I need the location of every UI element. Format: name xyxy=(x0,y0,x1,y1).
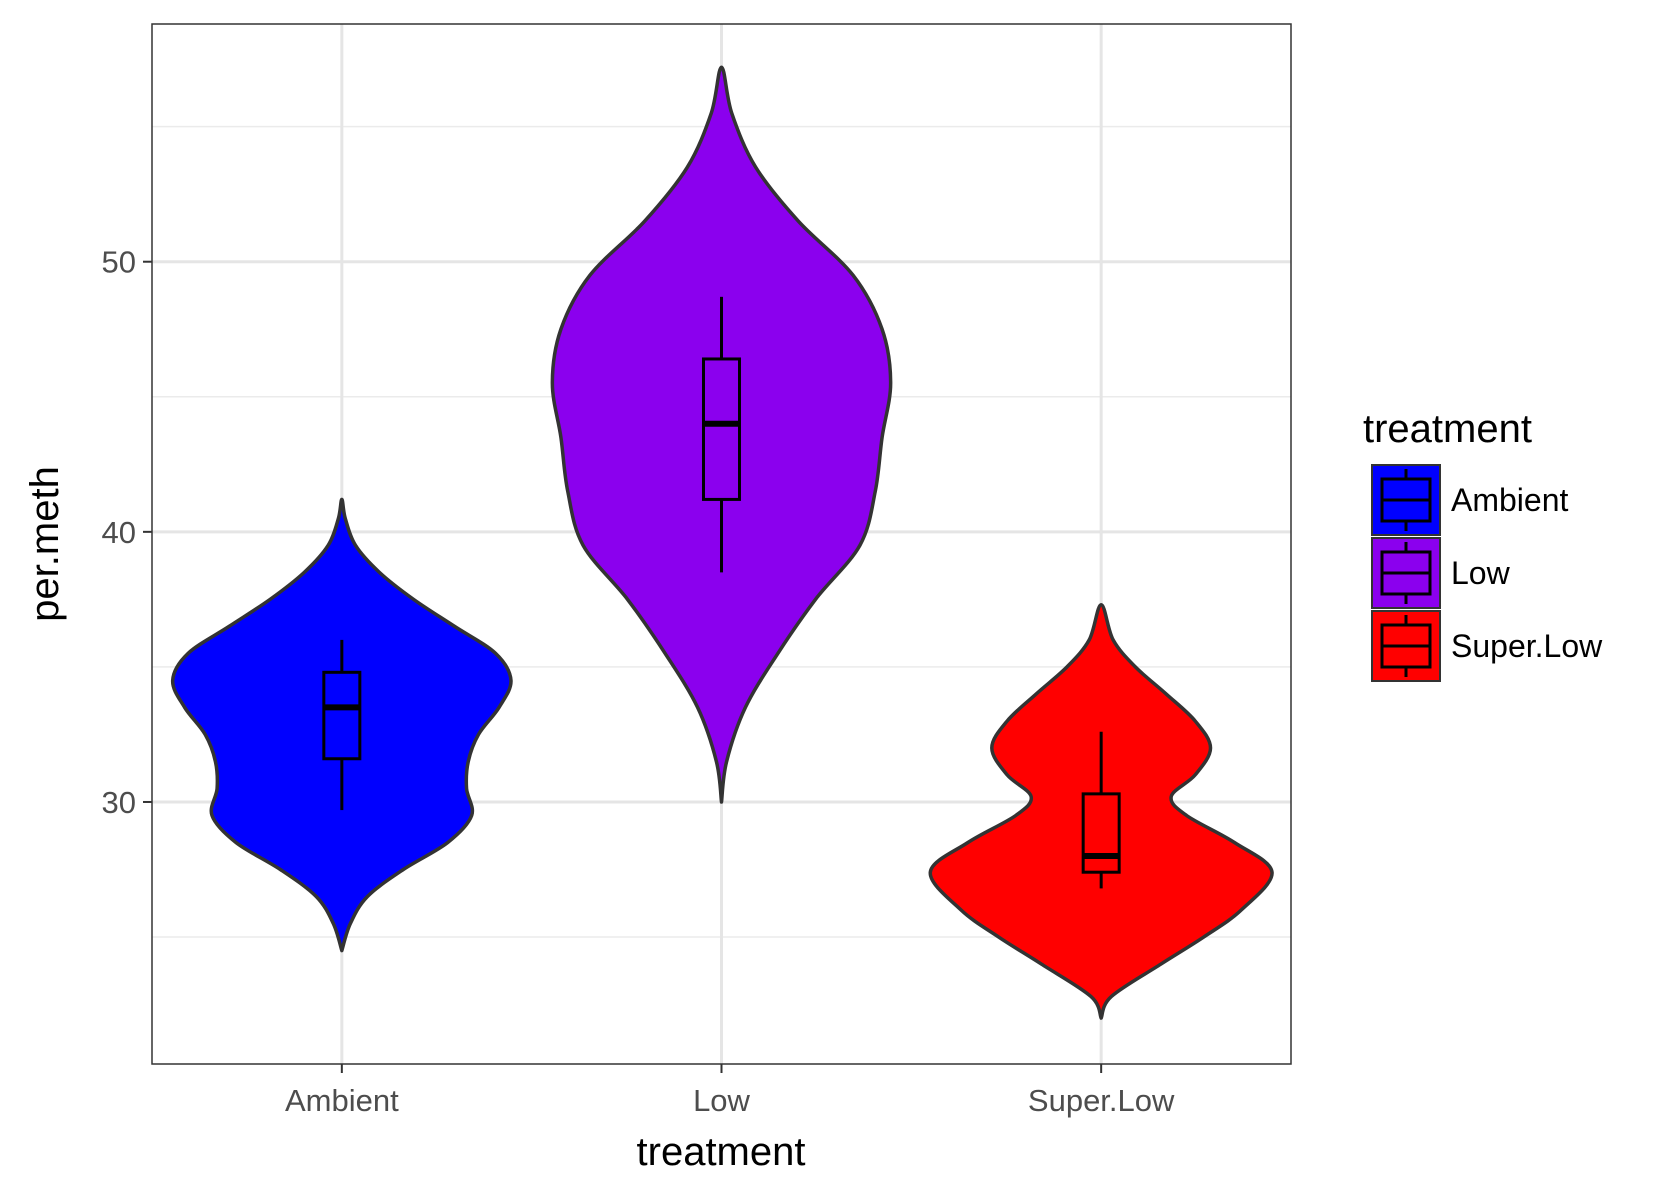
legend-title: treatment xyxy=(1363,407,1532,451)
legend-label: Low xyxy=(1451,555,1511,591)
x-axis-title: treatment xyxy=(637,1130,806,1174)
legend: treatment Ambient Low Super.Low xyxy=(1363,407,1603,682)
x-tick-label: Super.Low xyxy=(1028,1083,1175,1118)
legend-label: Ambient xyxy=(1451,482,1569,518)
box-iqr xyxy=(702,357,741,501)
y-axis-title: per.meth xyxy=(23,466,67,622)
y-tick-label: 50 xyxy=(102,245,136,280)
violins xyxy=(170,65,1274,1020)
x-tick-label: Ambient xyxy=(285,1083,399,1118)
x-axis: Ambient Low Super.Low xyxy=(285,1064,1175,1118)
box-iqr xyxy=(1081,792,1121,874)
y-tick-label: 40 xyxy=(102,515,136,550)
y-axis: 30 40 50 xyxy=(102,245,152,820)
x-tick-label: Low xyxy=(693,1083,750,1118)
legend-label: Super.Low xyxy=(1451,628,1603,664)
box-iqr xyxy=(322,670,362,761)
y-tick-label: 30 xyxy=(102,785,136,820)
